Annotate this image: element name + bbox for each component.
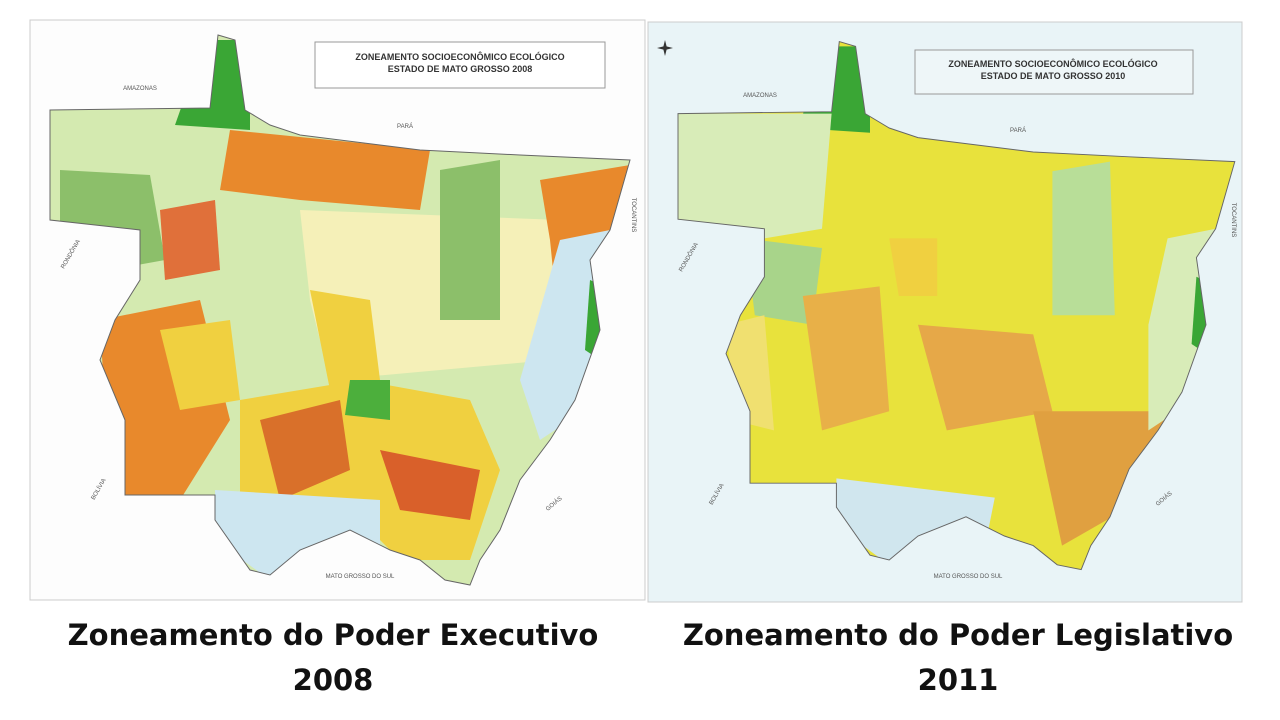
map-2008 <box>29 19 646 601</box>
compass <box>657 40 673 56</box>
caption: 2011 <box>918 663 999 697</box>
map-title: ESTADO DE MATO GROSSO 2010 <box>981 71 1126 81</box>
zones <box>678 46 1218 565</box>
map-title-box <box>314 41 606 89</box>
map-title: ESTADO DE MATO GROSSO 2008 <box>388 64 533 74</box>
map-title: ZONEAMENTO SOCIOECONÔMICO ECOLÓGICO <box>355 51 564 62</box>
neighbor-label: TOCANTINS <box>630 198 636 233</box>
caption: Zoneamento do Poder Executivo <box>68 618 599 652</box>
caption: Zoneamento do Poder Legislativo <box>683 618 1233 652</box>
neighbor-label: TOCANTINS <box>1230 203 1236 238</box>
caption: 2008 <box>293 663 374 697</box>
map-title-box <box>914 49 1194 95</box>
neighbor-label: AMAZONAS <box>123 86 157 92</box>
neighbor-label: PARÁ <box>1010 127 1026 134</box>
neighbor-label: MATO GROSSO DO SUL <box>934 574 1003 580</box>
neighbor-label: AMAZONAS <box>743 93 777 99</box>
neighbor-label: MATO GROSSO DO SUL <box>326 574 395 580</box>
neighbor-label: PARÁ <box>397 123 413 130</box>
map-title: ZONEAMENTO SOCIOECONÔMICO ECOLÓGICO <box>948 58 1157 69</box>
map-2010 <box>647 21 1243 603</box>
texts: ZONEAMENTO SOCIOECONÔMICO ECOLÓGICO ESTAD… <box>60 51 1236 697</box>
